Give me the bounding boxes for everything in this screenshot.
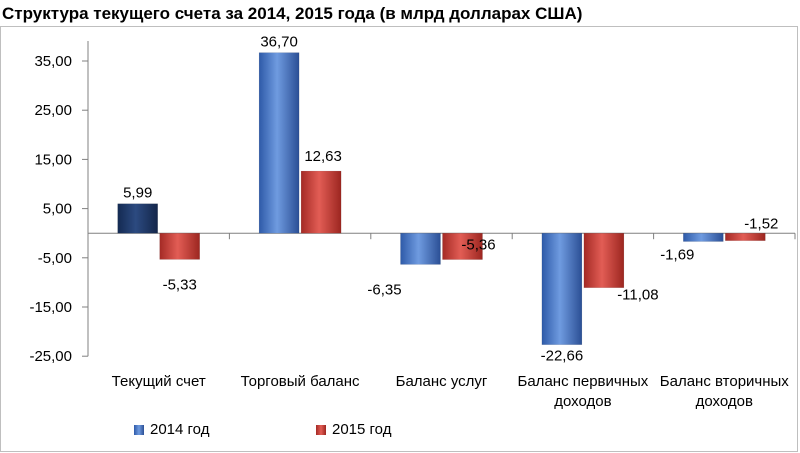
bar-2014-3 — [541, 232, 583, 345]
bar-2014-1 — [258, 52, 300, 234]
y-tick-label: 15,00 — [34, 151, 72, 168]
x-tick-label: доходов — [696, 393, 753, 410]
data-label-2015-1: 12,63 — [304, 148, 342, 165]
data-label-2014-3: -22,66 — [541, 348, 584, 365]
data-label-2015-0: -5,33 — [163, 276, 197, 293]
bar-2014-2 — [400, 232, 441, 265]
data-label-2014-0: 5,99 — [123, 185, 152, 202]
data-label-2014-1: 36,70 — [260, 34, 298, 51]
legend-label-2015: 2015 год — [332, 421, 392, 438]
bar-2015-4 — [725, 232, 766, 241]
y-tick-label: -5,00 — [38, 250, 72, 267]
x-tick-label: доходов — [554, 393, 611, 410]
legend-label-2014: 2014 год — [150, 421, 210, 438]
x-tick-label: Текущий счет — [112, 373, 206, 390]
legend: 2014 год 2015 год — [0, 421, 800, 443]
bar-2014-0 — [117, 203, 158, 234]
legend-swatch-2015 — [316, 424, 326, 435]
x-tick-label: Баланс услуг — [396, 373, 488, 390]
bar-2015-1 — [300, 170, 342, 234]
legend-item-2014: 2014 год — [134, 421, 209, 438]
data-label-2015-3: -11,08 — [617, 287, 658, 304]
bar-2015-0 — [159, 232, 200, 260]
x-tick-label: Баланс первичных — [518, 373, 649, 390]
y-tick-label: -25,00 — [29, 348, 72, 365]
y-tick-label: 5,00 — [43, 201, 72, 218]
x-tick-label: Баланс вторичных — [660, 373, 790, 390]
data-label-2015-4: -1,52 — [744, 216, 778, 233]
y-tick-label: 35,00 — [34, 53, 72, 70]
chart-title: Структура текущего счета за 2014, 2015 г… — [2, 4, 583, 23]
data-label-2014-2: -6,35 — [367, 281, 401, 298]
chart-frame — [0, 26, 798, 452]
data-label-2014-4: -1,69 — [660, 247, 694, 264]
x-tick-label: Торговый баланс — [241, 373, 360, 390]
bar-2015-3 — [583, 232, 625, 288]
y-tick-label: 25,00 — [34, 102, 72, 119]
data-label-2015-2: -5,36 — [461, 237, 495, 254]
legend-item-2015: 2015 год — [316, 421, 391, 438]
y-tick-label: -15,00 — [29, 299, 72, 316]
legend-swatch-2014 — [134, 424, 144, 435]
bar-2014-4 — [683, 232, 724, 242]
bar-2015-2 — [442, 232, 483, 260]
